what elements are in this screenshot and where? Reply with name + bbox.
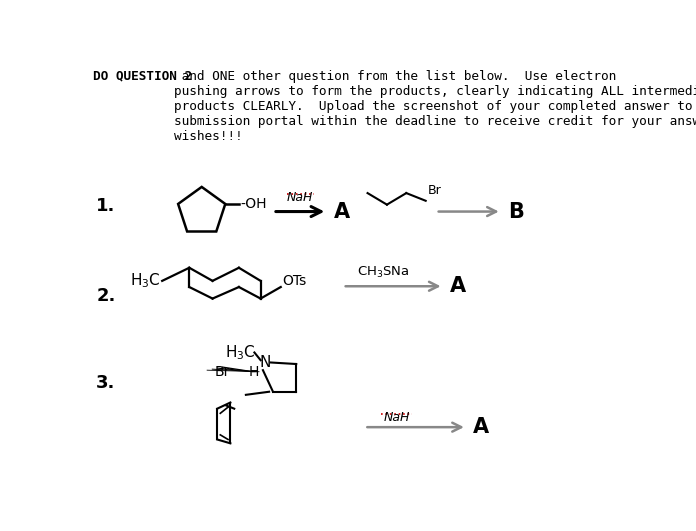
Text: Br: Br	[428, 184, 442, 198]
Text: H: H	[248, 365, 259, 379]
Text: CH$_3$SNa: CH$_3$SNa	[358, 265, 410, 280]
Text: A: A	[473, 417, 489, 437]
Text: NaH: NaH	[383, 412, 410, 424]
Text: H$_3$C: H$_3$C	[225, 343, 256, 362]
Text: NaH: NaH	[287, 191, 313, 204]
Text: B: B	[508, 202, 523, 221]
Text: 1.: 1.	[96, 197, 116, 215]
Text: 2.: 2.	[96, 287, 116, 305]
Text: DO QUESTION 2: DO QUESTION 2	[93, 70, 192, 83]
Text: Br: Br	[215, 365, 230, 379]
Text: A: A	[450, 276, 466, 296]
Text: A: A	[333, 202, 349, 221]
Text: H$_3$C: H$_3$C	[130, 271, 161, 290]
Text: and ONE other question from the list below.  Use electron
pushing arrows to form: and ONE other question from the list bel…	[174, 70, 696, 143]
Text: 3.: 3.	[96, 374, 116, 392]
Text: -OH: -OH	[241, 197, 267, 211]
Text: OTs: OTs	[283, 274, 306, 288]
Text: N: N	[260, 355, 271, 370]
